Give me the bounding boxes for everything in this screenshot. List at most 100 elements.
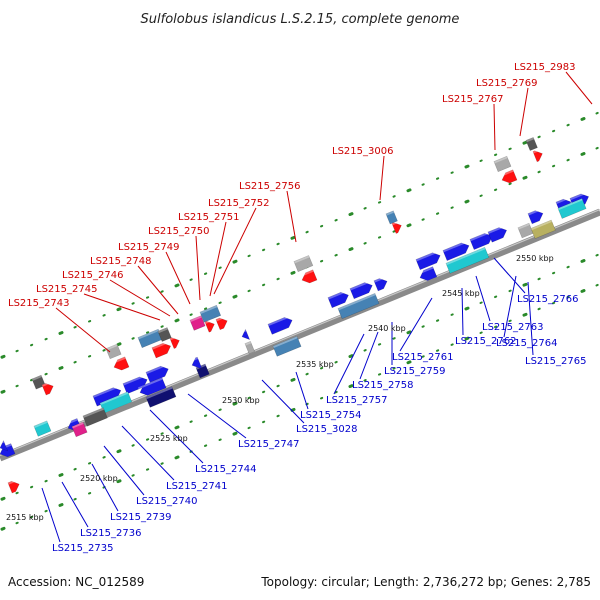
gene-gloss xyxy=(299,269,314,277)
map-title: Sulfolobus islandicus L.S.2.15, complete… xyxy=(141,12,460,27)
track-dot xyxy=(348,384,354,388)
gene-gloss xyxy=(532,148,542,154)
gene-gloss xyxy=(391,220,401,226)
gene-features xyxy=(0,137,589,494)
track-dot xyxy=(58,366,64,370)
gene-shape xyxy=(272,335,302,357)
forward-gene xyxy=(145,363,169,383)
label-connector xyxy=(149,409,204,464)
track-dot xyxy=(406,360,412,365)
gene-shape xyxy=(99,391,133,414)
gene-label: LS215_3006 xyxy=(332,146,393,157)
gene-shape xyxy=(157,327,172,342)
label-connector xyxy=(209,221,227,297)
gene-shape xyxy=(532,150,543,163)
label-connector xyxy=(109,279,171,317)
tick-label: 2515 kbp xyxy=(6,513,44,522)
gene-shape xyxy=(445,246,490,274)
gene-shape xyxy=(267,317,293,335)
gene-label: LS215_2762 xyxy=(455,336,516,347)
gene-gloss xyxy=(530,220,553,231)
track-dot xyxy=(290,235,296,240)
forward-gene xyxy=(469,231,493,250)
label-connector xyxy=(41,487,61,543)
label-connector xyxy=(103,445,145,496)
position-ticks: 2515 kbp 2520 kbp 2525 kbp 2530 kbp 2535 kbp… xyxy=(6,254,554,522)
gene-gloss xyxy=(373,276,386,283)
gene-label: LS215_2763 xyxy=(482,322,543,333)
gene-gloss xyxy=(82,407,105,418)
gene-label: LS215_2735 xyxy=(52,543,113,554)
gene-shape xyxy=(442,242,470,261)
gene-gloss xyxy=(349,280,372,291)
upper-gene xyxy=(293,255,314,273)
gene-gloss xyxy=(189,315,202,323)
forward-gene xyxy=(349,280,373,300)
dot-tracks xyxy=(0,111,599,531)
label-connector xyxy=(295,371,309,410)
tick-label: 2520 kbp xyxy=(80,474,118,483)
gene-gloss xyxy=(499,169,514,177)
reverse-gene xyxy=(272,335,302,357)
gene-shape xyxy=(517,222,534,239)
upper-gene xyxy=(215,315,228,331)
gene-shape xyxy=(241,328,251,341)
label-connector xyxy=(379,155,385,201)
gene-gloss xyxy=(525,137,535,143)
gene-label: LS215_2745 xyxy=(36,284,97,295)
tick-label: 2530 kbp xyxy=(222,396,260,405)
gene-shape xyxy=(530,219,556,239)
upper-gene xyxy=(151,340,171,359)
gene-shape xyxy=(7,481,20,494)
gene-gloss xyxy=(244,341,252,346)
gene-shape xyxy=(151,342,171,359)
gene-label: LS215_2756 xyxy=(239,181,300,192)
track-dot xyxy=(174,318,180,323)
gene-shape xyxy=(145,365,169,383)
gene-label: LS215_2767 xyxy=(442,94,503,105)
gene-gloss xyxy=(272,336,298,349)
label-connector xyxy=(503,275,517,338)
track-dot xyxy=(0,526,6,531)
genome-summary-text: Topology: circular; Length: 2,736,272 bp… xyxy=(260,575,591,589)
gene-label: LS215_2752 xyxy=(208,198,269,209)
gene-gloss xyxy=(99,391,129,405)
gene-gloss xyxy=(442,240,468,253)
gene-label: LS215_2748 xyxy=(90,256,151,267)
gene-shape xyxy=(92,387,122,407)
label-connector xyxy=(61,481,89,528)
label-connector xyxy=(519,87,529,137)
gene-shape xyxy=(82,407,108,427)
forward-gene xyxy=(92,385,122,407)
track-dot xyxy=(116,479,122,484)
gene-shape xyxy=(373,278,388,292)
track-dot xyxy=(232,431,238,436)
gene-label: LS215_2766 xyxy=(517,294,578,305)
gene-shape xyxy=(145,386,177,408)
accession-text: Accession: NC_012589 xyxy=(8,575,144,589)
tick-label: 2550 kbp xyxy=(516,254,554,263)
gene-shape xyxy=(33,420,52,437)
label-connector xyxy=(333,333,365,395)
gene-label: LS215_2747 xyxy=(238,439,299,450)
gene-label: LS215_2744 xyxy=(195,464,256,475)
gene-gloss xyxy=(151,340,170,350)
gene-label: LS215_2749 xyxy=(118,242,179,253)
gene-shape xyxy=(557,198,587,219)
forward-gene xyxy=(267,315,293,335)
upper-gene xyxy=(239,328,251,341)
gene-label: LS215_2764 xyxy=(496,338,557,349)
track-dot xyxy=(58,473,64,477)
gene-gloss xyxy=(111,356,126,365)
label-connector xyxy=(55,307,111,353)
gene-label: LS215_2769 xyxy=(476,78,537,89)
gene-shape xyxy=(527,210,544,225)
gene-gloss xyxy=(169,335,179,341)
gene-gloss xyxy=(385,210,395,216)
reverse-gene xyxy=(71,421,88,438)
gene-gloss xyxy=(487,225,506,234)
gene-gloss xyxy=(293,255,310,264)
gene-label: LS215_2761 xyxy=(392,352,453,363)
track-dot xyxy=(116,449,122,454)
gene-gloss xyxy=(517,223,530,230)
